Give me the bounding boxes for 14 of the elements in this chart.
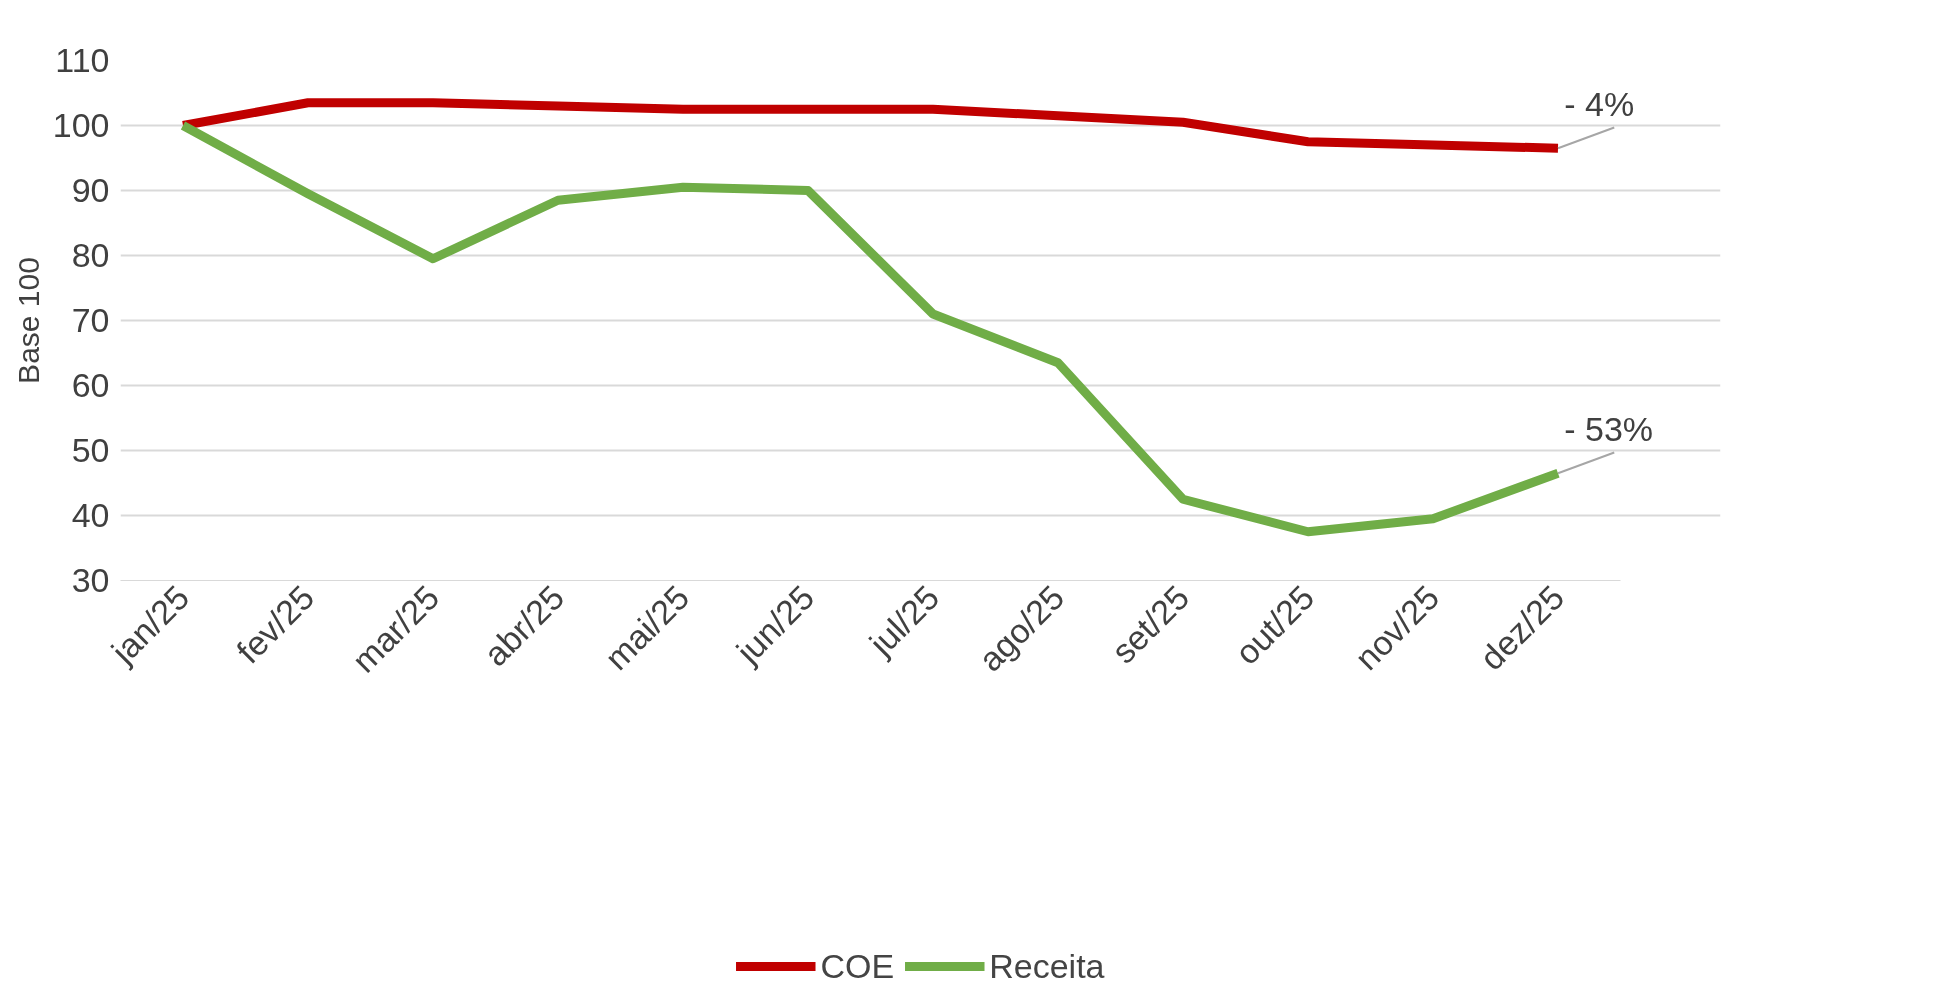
y-tick-label: 110 bbox=[55, 41, 110, 79]
y-tick-label: 60 bbox=[71, 366, 110, 404]
y-tick-label: 40 bbox=[71, 496, 110, 534]
y-tick-label: 90 bbox=[71, 171, 110, 209]
legend-label: COE bbox=[820, 946, 895, 981]
y-tick-label: 100 bbox=[52, 106, 110, 144]
y-tick-label: 80 bbox=[71, 236, 110, 274]
legend-label: Receita bbox=[989, 946, 1105, 981]
annotation: - 53% bbox=[1564, 410, 1654, 449]
y-tick-label: 70 bbox=[71, 301, 110, 339]
annotation: - 4% bbox=[1564, 85, 1635, 124]
y-tick-label: 30 bbox=[71, 561, 110, 599]
y-tick-label: 50 bbox=[71, 431, 110, 469]
y-axis-title: Base 100 bbox=[11, 257, 45, 384]
